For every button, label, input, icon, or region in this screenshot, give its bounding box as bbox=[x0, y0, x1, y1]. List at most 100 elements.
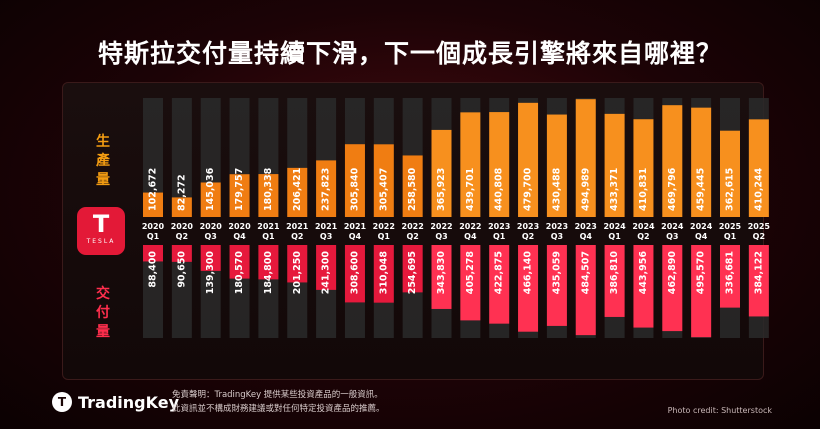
tradingkey-wordmark: TradingKey bbox=[78, 392, 180, 412]
production-bar bbox=[662, 105, 683, 217]
delivery-value-label: 484,507 bbox=[580, 251, 591, 294]
delivery-bar bbox=[373, 245, 394, 303]
category-quarter-label: Q1 bbox=[608, 232, 621, 241]
category-quarter-label: Q4 bbox=[580, 232, 593, 241]
category-year-label: 2020 bbox=[200, 222, 223, 231]
category-year-label: 2025 bbox=[719, 222, 742, 231]
production-bar bbox=[229, 174, 250, 217]
tesla-logo: T TESLA bbox=[77, 207, 125, 255]
production-bar bbox=[200, 182, 221, 217]
delivery-value-label: 241,300 bbox=[321, 251, 332, 295]
category-year-label: 2021 bbox=[344, 222, 367, 231]
production-value-label: 410,244 bbox=[753, 167, 764, 211]
disclaimer-line-2: 此資訊並不構成財務建議或對任何特定投資產品的推薦。 bbox=[172, 404, 385, 414]
production-bar bbox=[171, 197, 192, 217]
category-quarter-label: Q1 bbox=[262, 232, 275, 241]
production-value-label: 206,421 bbox=[292, 168, 303, 211]
category-year-label: 2023 bbox=[546, 222, 568, 231]
delivery-bar bbox=[748, 245, 769, 317]
production-bar bbox=[720, 130, 740, 217]
category-quarter-label: Q4 bbox=[349, 232, 362, 241]
delivery-bar bbox=[633, 245, 654, 328]
category-quarter-label: Q2 bbox=[753, 232, 765, 241]
delivery-bar bbox=[662, 245, 683, 332]
production-label: 生產量 bbox=[96, 134, 110, 188]
delivery-value-label: 384,122 bbox=[753, 251, 764, 294]
delivery-value-label: 462,890 bbox=[667, 251, 678, 295]
production-bar bbox=[373, 144, 394, 217]
category-quarter-label: Q2 bbox=[176, 232, 188, 241]
tradingkey-logo: T TradingKey bbox=[52, 392, 179, 412]
disclaimer: 免責聲明：TradingKey 提供某些投資產品的一般資訊。 此資訊並不構成財務… bbox=[172, 388, 385, 416]
category-year-label: 2024 bbox=[632, 222, 655, 231]
category-year-label: 2022 bbox=[402, 222, 424, 231]
delivery-value-label: 184,800 bbox=[263, 251, 274, 295]
production-value-label: 365,923 bbox=[436, 168, 447, 211]
delivery-bar bbox=[546, 245, 567, 326]
category-quarter-label: Q1 bbox=[724, 232, 737, 241]
delivery-bar bbox=[460, 245, 481, 321]
production-bar bbox=[258, 174, 279, 217]
category-quarter-label: Q2 bbox=[291, 232, 303, 241]
production-track bbox=[171, 98, 192, 217]
production-value-label: 145,036 bbox=[205, 167, 216, 211]
delivery-value-label: 466,140 bbox=[523, 251, 534, 295]
delivery-bar bbox=[200, 245, 221, 271]
category-quarter-label: Q2 bbox=[637, 232, 649, 241]
production-bar bbox=[575, 99, 596, 217]
deliveries-label: 交付量 bbox=[96, 286, 110, 340]
production-bar bbox=[344, 144, 365, 217]
production-bar bbox=[604, 113, 625, 217]
production-value-label: 305,407 bbox=[378, 168, 389, 211]
production-value-label: 469,796 bbox=[667, 167, 678, 211]
delivery-bar bbox=[691, 245, 712, 338]
delivery-bar bbox=[489, 245, 510, 324]
category-year-label: 2021 bbox=[315, 222, 338, 231]
category-year-label: 2021 bbox=[257, 222, 280, 231]
production-value-label: 82,272 bbox=[176, 174, 187, 211]
delivery-value-label: 435,059 bbox=[551, 251, 562, 294]
production-value-label: 433,371 bbox=[609, 168, 620, 211]
delivery-bar bbox=[402, 245, 423, 293]
category-quarter-label: Q3 bbox=[551, 232, 563, 241]
tesla-wordmark: TESLA bbox=[86, 238, 116, 245]
delivery-bar bbox=[344, 245, 365, 303]
delivery-value-label: 201,250 bbox=[292, 251, 303, 295]
production-value-label: 430,488 bbox=[551, 167, 562, 211]
production-track bbox=[143, 98, 163, 217]
production-bar bbox=[460, 112, 481, 217]
category-quarter-label: Q4 bbox=[233, 232, 246, 241]
delivery-value-label: 405,278 bbox=[465, 251, 476, 295]
delivery-value-label: 495,570 bbox=[696, 251, 707, 295]
production-value-label: 102,672 bbox=[148, 168, 159, 211]
production-value-label: 440,808 bbox=[494, 167, 505, 211]
category-quarter-label: Q4 bbox=[695, 232, 708, 241]
delivery-bar bbox=[720, 245, 740, 308]
production-bar bbox=[287, 167, 308, 217]
production-bar bbox=[402, 155, 423, 217]
category-year-label: 2023 bbox=[575, 222, 597, 231]
production-value-label: 237,823 bbox=[321, 168, 332, 211]
delivery-bar bbox=[575, 245, 596, 336]
production-value-label: 305,840 bbox=[349, 167, 360, 211]
delivery-bar bbox=[229, 245, 250, 279]
category-year-label: 2022 bbox=[459, 222, 481, 231]
production-value-label: 180,338 bbox=[263, 167, 274, 211]
tesla-t-icon: T bbox=[92, 210, 110, 238]
category-year-label: 2020 bbox=[142, 222, 165, 231]
